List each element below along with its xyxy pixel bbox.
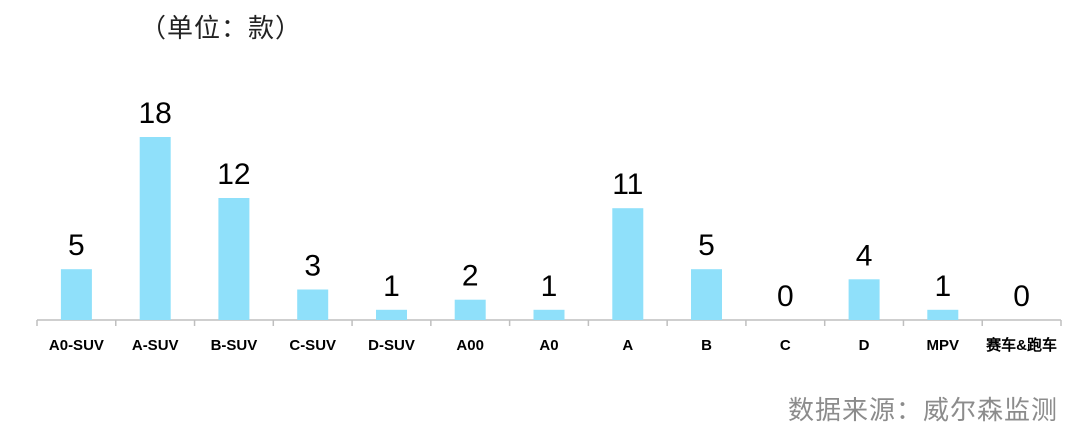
bar-B-SUV [218,198,250,320]
unit-label: （单位：款） [140,14,303,44]
value-label: 11 [612,168,643,201]
bar-C-SUV [297,289,329,320]
category-label: B [701,337,712,354]
category-labels: A0-SUV A-SUV B-SUV C-SUV D-SUV A00 A0 A B C D MPV 赛车… [49,336,1057,354]
category-label: A0 [539,337,558,354]
category-label: 赛车&跑车 [985,336,1057,354]
value-label: 18 [139,97,172,130]
value-label: 2 [462,260,479,293]
bar-A0-SUV [60,269,92,320]
bar-A [612,208,644,320]
value-label: 5 [68,229,85,262]
value-label: 4 [856,239,873,272]
bar-A0 [533,309,565,320]
bar-A-SUV [139,137,171,320]
category-label: A0-SUV [49,337,104,354]
category-label: A-SUV [132,337,179,354]
value-label: 1 [541,270,558,303]
axis-ticks [36,320,1062,326]
value-label: 3 [304,250,321,283]
bar-A00 [454,299,486,320]
bar-MPV [927,309,959,320]
category-label: C [780,337,791,354]
value-label: 12 [217,158,250,191]
bar-D [848,279,880,320]
bars [60,137,959,320]
category-label: D-SUV [368,337,415,354]
value-label: 1 [934,270,951,303]
value-label: 0 [1013,280,1030,313]
category-label: MPV [927,337,960,354]
bar-B [691,269,722,320]
value-label: 0 [777,280,794,313]
value-label: 1 [383,270,400,303]
value-label: 5 [698,229,715,262]
category-label: D [859,337,870,354]
category-label: A00 [456,337,484,354]
category-label: A [622,337,633,354]
source-label: 数据来源：威尔森监测 [787,396,1058,426]
category-label: C-SUV [289,337,336,354]
bar-D-SUV [376,309,407,320]
category-label: B-SUV [211,337,258,354]
